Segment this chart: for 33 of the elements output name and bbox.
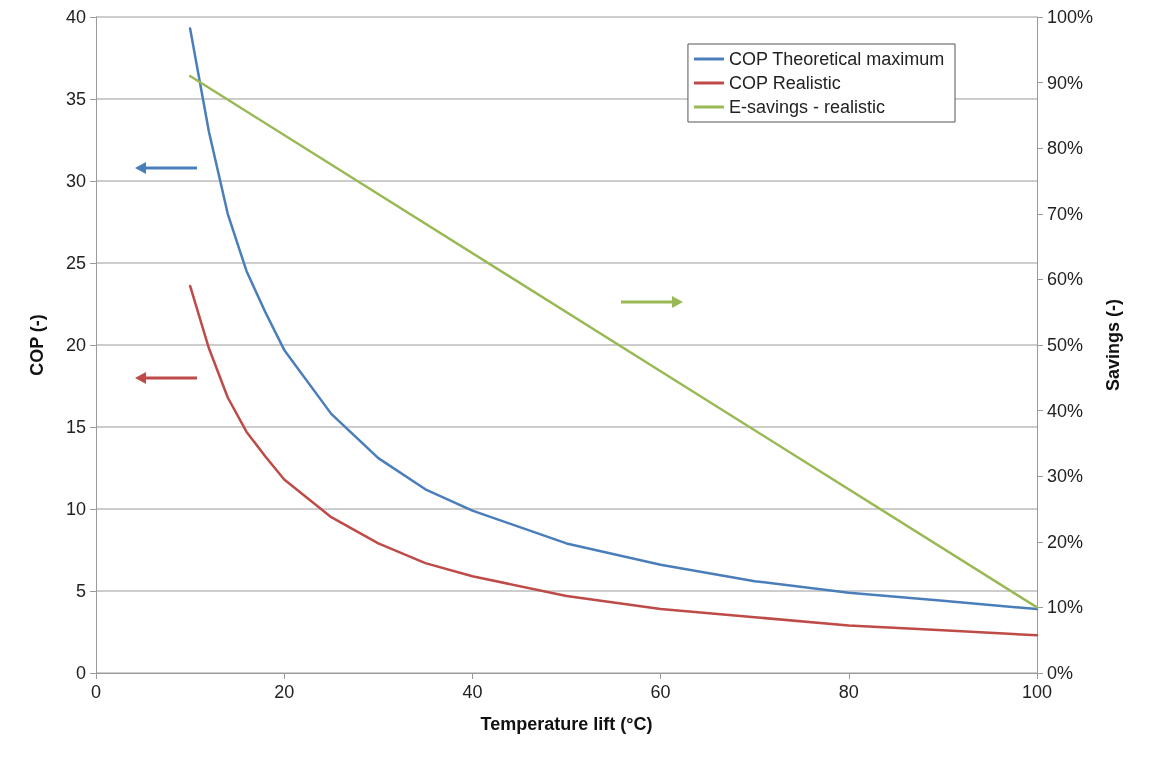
- x-tick-label: 60: [650, 682, 671, 702]
- x-tick-label: 40: [462, 682, 483, 702]
- y-axis-title: COP (-): [27, 314, 47, 376]
- y-tick-label: 5: [75, 581, 86, 601]
- y2-tick-label: 40%: [1047, 400, 1084, 421]
- y-tick-label: 35: [65, 89, 86, 109]
- y2-tick-label: 70%: [1047, 203, 1084, 224]
- legend-label: COP Theoretical maximum: [728, 49, 945, 69]
- y2-tick-label: 30%: [1047, 466, 1084, 487]
- y-tick-label: 25: [65, 253, 86, 273]
- y-tick-label: 10: [65, 499, 86, 519]
- y2-tick-label: 90%: [1047, 72, 1084, 93]
- y2-tick-label: 50%: [1047, 335, 1084, 355]
- y2-tick-label: 20%: [1047, 531, 1084, 552]
- y2-axis-title: Savings (-): [1102, 298, 1123, 392]
- y2-tick-label: 0%: [1047, 663, 1074, 683]
- x-tick-label: 0: [90, 682, 102, 702]
- y-tick-label: 40: [65, 7, 86, 27]
- y-tick-label: 30: [65, 171, 86, 191]
- y-tick-label: 15: [65, 417, 86, 437]
- y2-tick-label: 80%: [1047, 138, 1084, 159]
- y2-tick-label: 10%: [1047, 597, 1084, 618]
- y-tick-label: 0: [75, 663, 86, 683]
- y2-tick-label: 100%: [1047, 7, 1094, 27]
- x-tick-label: 20: [274, 682, 295, 702]
- x-tick-label: 80: [838, 682, 859, 702]
- y2-tick-label: 60%: [1047, 269, 1084, 290]
- legend-label: COP Realistic: [728, 73, 841, 93]
- y-tick-label: 20: [65, 335, 86, 355]
- x-tick-label: 100: [1021, 682, 1053, 702]
- x-axis-title: Temperature lift (°C): [480, 714, 653, 734]
- line-series: [188, 284, 1039, 637]
- legend-label: E-savings - realistic: [728, 97, 885, 117]
